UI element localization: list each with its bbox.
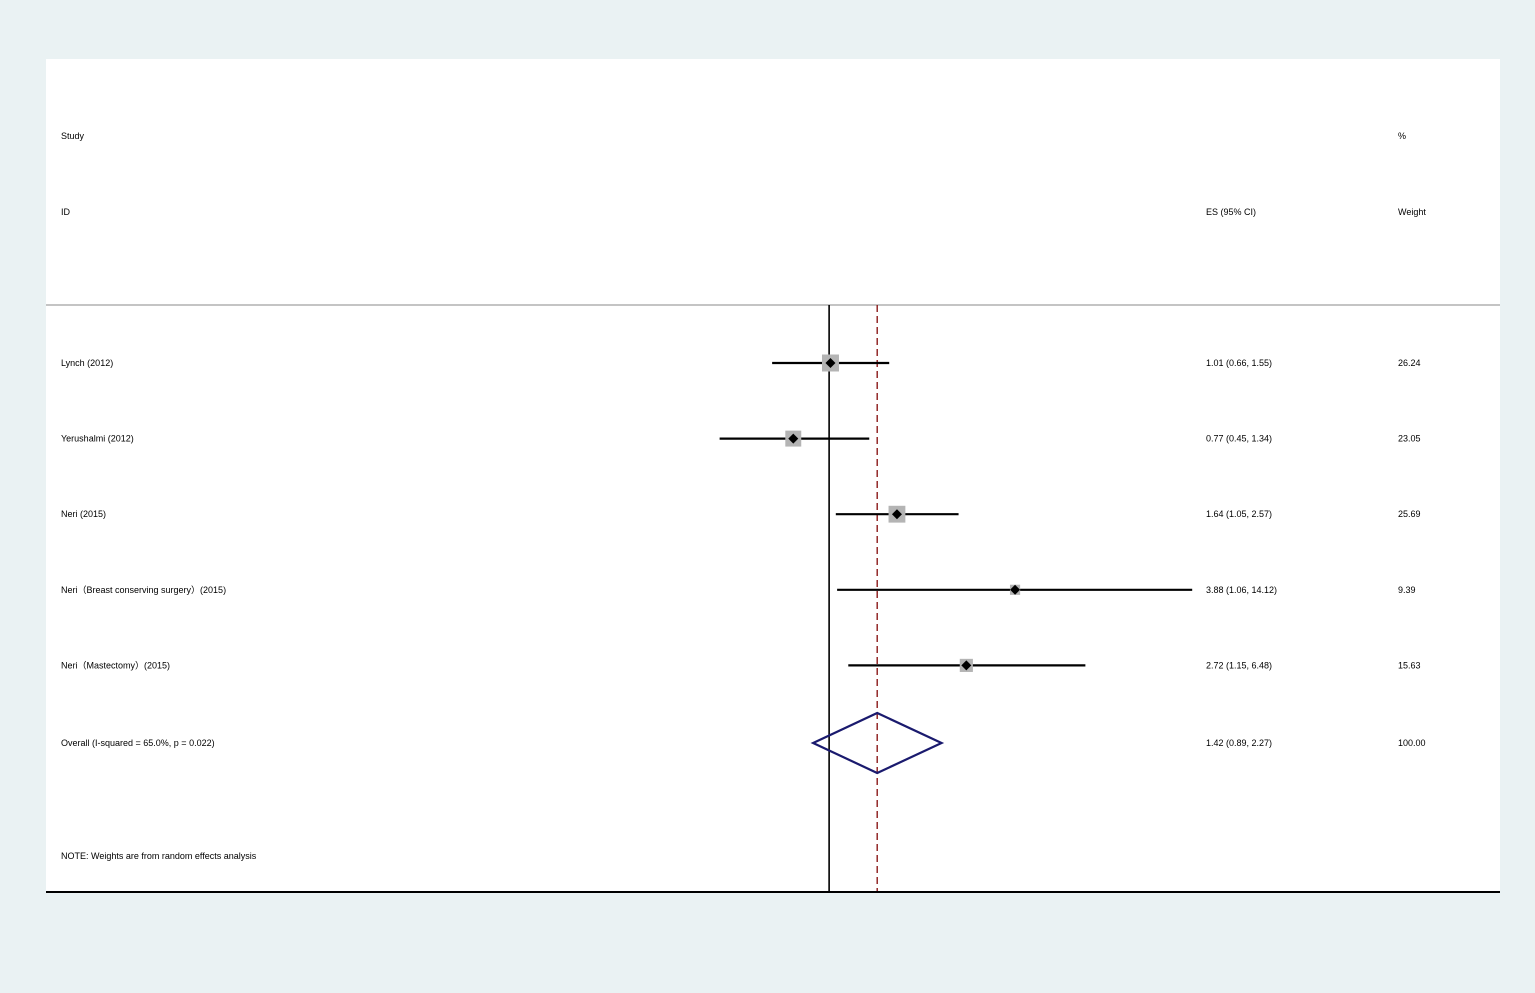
study-es-ci: 2.72 (1.15, 6.48) [1206, 660, 1272, 670]
study-row: Neri（Mastectomy）(2015) 2.72 (1.15, 6.48) 1… [61, 658, 1421, 672]
study-label: Yerushalmi (2012) [61, 434, 134, 444]
study-row: Lynch (2012) 1.01 (0.66, 1.55) 26.24 [61, 354, 1421, 372]
study-point-estimate [891, 509, 902, 520]
study-label: Neri（Mastectomy）(2015) [61, 660, 170, 670]
study-header-line2: ID [61, 207, 71, 217]
study-es-ci: 1.64 (1.05, 2.57) [1206, 509, 1272, 519]
overall-weight: 100.00 [1398, 738, 1426, 748]
study-label: Neri（Breast conserving surgery）(2015) [61, 585, 226, 595]
study-weight: 15.63 [1398, 660, 1421, 670]
footnote: NOTE: Weights are from random effects an… [61, 851, 257, 861]
forest-plot: Study ID ES (95% CI) % Weight Lynch (201… [46, 131, 1500, 893]
study-point-estimate [788, 433, 799, 444]
study-es-ci: 1.01 (0.66, 1.55) [1206, 358, 1272, 368]
overall-diamond [810, 711, 945, 775]
study-weight: 26.24 [1398, 358, 1421, 368]
study-label: Neri (2015) [61, 509, 106, 519]
study-point-estimate [1010, 584, 1021, 595]
study-point-estimate [961, 660, 972, 671]
study-row: Yerushalmi (2012) 0.77 (0.45, 1.34) 23.05 [61, 430, 1421, 447]
study-es-ci: 3.88 (1.06, 14.12) [1206, 585, 1277, 595]
weight-header-line1: % [1398, 131, 1406, 141]
study-weight: 23.05 [1398, 434, 1421, 444]
study-rows: Lynch (2012) 1.01 (0.66, 1.55) 26.24 Yerush… [61, 354, 1421, 672]
study-row: Neri (2015) 1.64 (1.05, 2.57) 25.69 [61, 505, 1421, 523]
overall-label: Overall (I-squared = 65.0%, p = 0.022) [61, 738, 215, 748]
study-weight: 25.69 [1398, 509, 1421, 519]
study-header-line1: Study [61, 131, 85, 141]
study-row: Neri（Breast conserving surgery）(2015) 3.8… [61, 584, 1416, 595]
es-header: ES (95% CI) [1206, 207, 1256, 217]
weight-header-line2: Weight [1398, 207, 1426, 217]
study-label: Lynch (2012) [61, 358, 113, 368]
study-weight: 9.39 [1398, 585, 1416, 595]
study-point-estimate [825, 358, 836, 368]
study-es-ci: 0.77 (0.45, 1.34) [1206, 434, 1272, 444]
overall-es-ci: 1.42 (0.89, 2.27) [1206, 738, 1272, 748]
plot-panel: Study ID ES (95% CI) % Weight Lynch (201… [46, 59, 1500, 893]
